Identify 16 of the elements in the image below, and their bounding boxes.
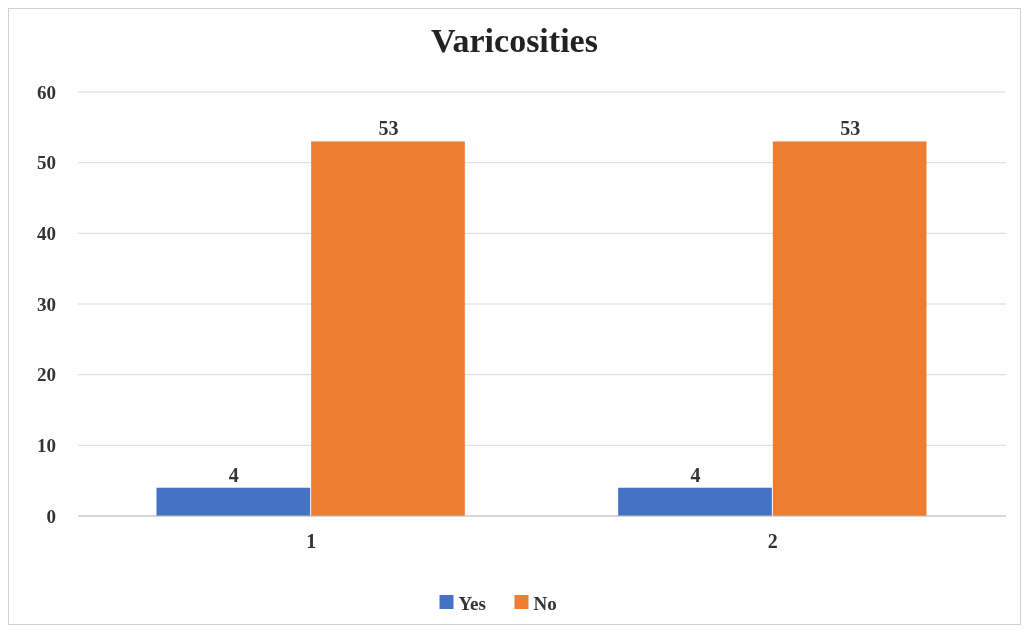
x-tick-label: 1 — [306, 530, 317, 552]
y-tick-label: 40 — [37, 222, 56, 244]
y-tick-label: 20 — [37, 364, 56, 386]
y-tick-label: 30 — [37, 293, 56, 315]
y-tick-label: 50 — [37, 152, 56, 174]
data-label: 4 — [690, 463, 701, 486]
y-tick-label: 10 — [37, 434, 56, 456]
data-label: 53 — [378, 117, 399, 140]
data-label: 4 — [228, 463, 239, 486]
chart-title: Varicosities — [431, 22, 598, 59]
legend-label: No — [533, 592, 557, 614]
data-label: 53 — [840, 117, 861, 140]
x-tick-label: 2 — [767, 530, 778, 552]
legend-label: Yes — [458, 592, 486, 614]
y-tick-label: 60 — [37, 81, 56, 103]
y-tick-label: 0 — [46, 505, 56, 527]
